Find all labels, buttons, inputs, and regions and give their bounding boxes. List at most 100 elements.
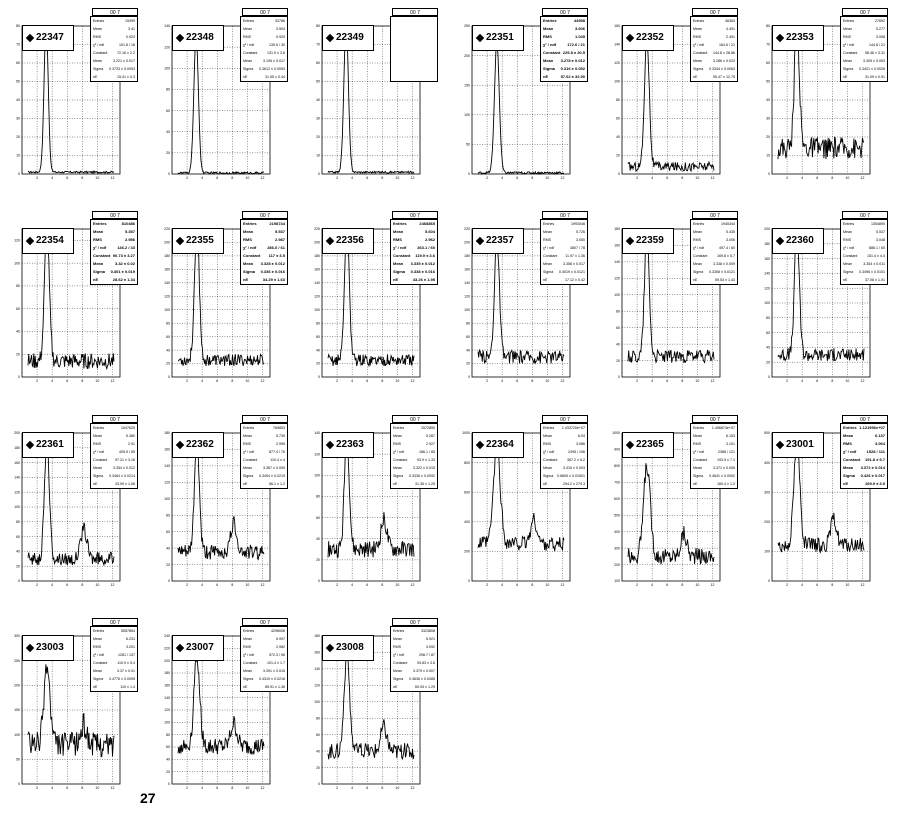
y-tick-label: 160 <box>614 244 620 248</box>
stats-row: nE 56.1 ± 1.2 <box>243 480 285 488</box>
diamond-marker-icon <box>325 643 335 653</box>
histogram-series-line <box>477 229 565 365</box>
y-tick-label: 160 <box>314 268 320 272</box>
stats-value: 3.278 ± 0.012 <box>560 58 585 63</box>
x-tick-label: 12 <box>861 379 865 383</box>
stats-value: 3.305 ± 0.063 <box>863 59 885 63</box>
stats-row: Entries 2198744 <box>243 220 285 228</box>
x-tick-label: 4 <box>351 176 353 180</box>
x-tick-label: 6 <box>516 176 518 180</box>
run-number-label: 22355 <box>186 235 214 246</box>
stats-value: 119.9 ± 3.6 <box>415 253 435 258</box>
stats-row: χ² / ndf 135.6 / 30 <box>243 41 285 49</box>
histogram-series-line <box>777 25 865 160</box>
stats-value: 3.358 ± 0.017 <box>563 262 585 266</box>
y-tick-label: 60 <box>166 109 170 113</box>
stats-box: Entries 1.456874e+07 Mean 6.153 RMS 3.101 χ² /… <box>690 423 738 489</box>
y-tick-label: 40 <box>616 135 620 139</box>
stats-key: Constant <box>243 253 261 258</box>
y-tick-label: 300 <box>764 490 770 494</box>
x-tick-label: 12 <box>261 176 265 180</box>
stats-value: 3.092 <box>426 645 435 649</box>
y-tick-label: 30 <box>316 117 320 121</box>
stats-key: Sigma <box>543 270 554 274</box>
stats-row: Constant 90.73 ± 3.27 <box>93 252 135 260</box>
stats-value: 3.086 <box>576 442 585 446</box>
x-tick-label: 2 <box>786 176 788 180</box>
histogram-plot: 2 4 6 8 10 1202040608010012014016018020022024… <box>164 634 271 790</box>
stats-value: 0.426 ± 0.017 <box>860 473 885 478</box>
y-tick-label: 0 <box>618 375 620 379</box>
y-tick-label: 80 <box>16 284 20 288</box>
run-number-label: 22354 <box>36 235 64 246</box>
y-tick-label: 60 <box>16 61 20 65</box>
stats-row: RMS 3.008 <box>843 33 885 41</box>
histogram-name-box: 00 7 <box>242 8 288 16</box>
stats-row: Mean 5.287 <box>393 432 435 440</box>
histogram-title <box>162 417 232 420</box>
diamond-marker-icon <box>175 236 185 246</box>
y-tick-label: 250 <box>14 659 20 663</box>
stats-value: 17.12 ± 0.42 <box>565 278 585 282</box>
stats-key: Mean <box>393 229 404 234</box>
y-tick-label: 20 <box>316 558 320 562</box>
x-tick-label: 4 <box>351 379 353 383</box>
y-tick-label: 0 <box>468 579 470 583</box>
x-tick-label: 8 <box>81 583 83 587</box>
x-tick-label: 4 <box>201 583 203 587</box>
x-tick-label: 2 <box>336 786 338 790</box>
stats-value: 2.982 <box>276 645 285 649</box>
stats-row: Constant 225.8 ± 20.5 <box>543 49 585 57</box>
histogram-title <box>462 417 532 420</box>
stats-key: Entries <box>543 18 557 23</box>
histogram-title <box>162 620 232 623</box>
stats-key: RMS <box>393 645 401 649</box>
x-tick-label: 8 <box>531 583 533 587</box>
stats-row: Entries 5557854 <box>93 627 135 635</box>
x-tick-label: 4 <box>51 176 53 180</box>
stats-value: 34.29 ± 1.63 <box>262 277 285 282</box>
run-number-label: 22360 <box>786 235 814 246</box>
y-tick-label: 140 <box>164 24 170 28</box>
x-tick-label: 10 <box>695 583 699 587</box>
stats-key: Sigma <box>93 474 104 478</box>
stats-value: 3.006 <box>726 238 735 242</box>
y-tick-label: 20 <box>166 770 170 774</box>
histogram-panel: 2 4 6 8 10 12 0 100 200 300 400 500 00 7 23001 Entries… <box>760 415 900 605</box>
stats-value: 0.316 ± 0.052 <box>560 66 585 71</box>
y-tick-label: 220 <box>164 647 170 651</box>
stats-value: 46363 <box>725 19 735 23</box>
diamond-marker-icon <box>175 440 185 450</box>
x-tick-label: 8 <box>831 379 833 383</box>
stats-value: 2.995 <box>276 442 285 446</box>
stats-row: Mean 3.37 ± 0.01 <box>93 667 135 675</box>
y-tick-label: 80 <box>616 98 620 102</box>
y-tick-label: 800 <box>614 464 620 468</box>
y-tick-label: 100 <box>314 473 320 477</box>
stats-value: 6.04 <box>578 434 585 438</box>
y-tick-label: 50 <box>466 143 470 147</box>
y-tick-label: 80 <box>616 309 620 313</box>
stats-value: 769853 <box>273 426 285 430</box>
stats-value: 160.4 ± 1.2 <box>717 482 735 486</box>
x-tick-label: 6 <box>666 583 668 587</box>
y-tick-label: 140 <box>464 281 470 285</box>
stats-key: RMS <box>93 645 101 649</box>
stats-key: Mean <box>543 262 552 266</box>
stats-key: Sigma <box>843 473 856 478</box>
x-tick-label: 6 <box>216 379 218 383</box>
stats-value: 810486 <box>121 221 135 226</box>
stats-row: χ² / ndf 298.7 / 87 <box>393 651 435 659</box>
run-number-box: 22349 <box>322 25 374 51</box>
stats-value: 58.46 ± 3.31 <box>865 51 885 55</box>
stats-key: RMS <box>93 35 101 39</box>
stats-row: Entries 33786 <box>243 17 285 25</box>
stats-key: nE <box>393 482 398 486</box>
y-tick-label: 30 <box>766 117 770 121</box>
run-number-label: 22351 <box>486 32 514 43</box>
stats-key: Entries <box>93 221 107 226</box>
y-tick-label: 120 <box>314 452 320 456</box>
histogram-name-box: 00 7 <box>842 8 888 16</box>
x-tick-label: 12 <box>711 583 715 587</box>
stats-row: χ² / ndf 144.8 / 21 <box>843 41 885 49</box>
